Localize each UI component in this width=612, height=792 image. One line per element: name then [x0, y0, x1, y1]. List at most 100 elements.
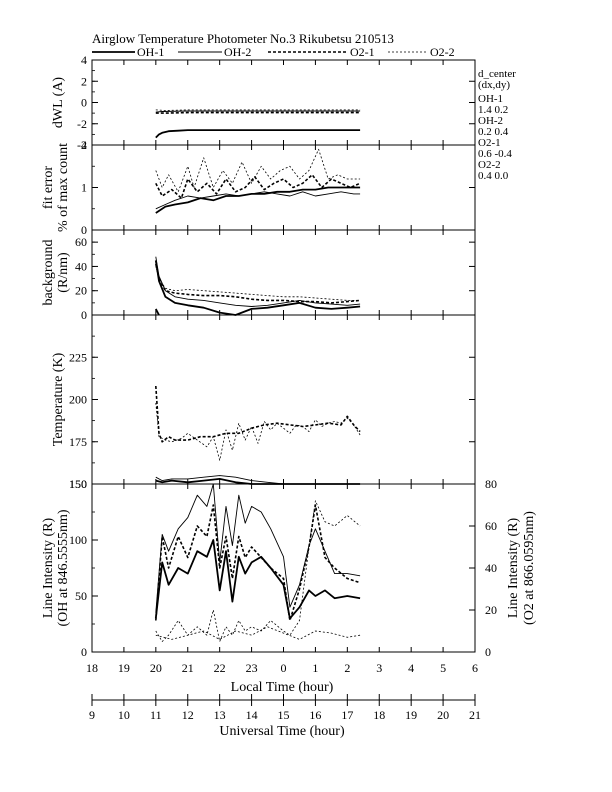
series-line-oh-2: [155, 483, 361, 613]
side-entry-name: OH-2: [478, 115, 503, 127]
panel-temperature: 225 200 175 150 Temperature (K): [51, 314, 476, 491]
universal-time-axis: 9 10 11 12 13 14 15 16 17 18 19 20 21: [89, 694, 481, 722]
local-tick-label: 0: [281, 661, 287, 675]
local-tick-label: 21: [182, 661, 194, 675]
series-line-o2-2: [155, 626, 361, 640]
panel-frame: [91, 229, 476, 316]
series-line-oh-2: [155, 110, 361, 113]
local-tick-label: 18: [86, 661, 98, 675]
local-tick-label: 1: [312, 661, 318, 675]
y-axis-label-2: (R/nm): [56, 252, 71, 293]
universal-time-label: Universal Time (hour): [219, 724, 345, 739]
local-tick-label: 2: [344, 661, 350, 675]
series-line-oh-1: [155, 186, 361, 214]
side-entry-name: O2-1: [478, 137, 501, 149]
series-line-o2-2: [155, 109, 361, 111]
ut-tick-label: 17: [341, 708, 353, 722]
series-line-o2-2: [155, 402, 361, 461]
y-tick-label: 40: [75, 259, 87, 273]
series-line-oh-2: [155, 256, 361, 307]
local-tick-label: 23: [246, 661, 258, 675]
y-tick-label: 60: [75, 235, 87, 249]
y-tick-label: 20: [75, 284, 87, 298]
series-line-o2-2: [155, 500, 361, 642]
y-axis-label: background: [41, 239, 56, 305]
y-axis-label: fit error: [41, 166, 56, 209]
ut-tick-label: 19: [405, 708, 417, 722]
series-line-oh-2: [155, 191, 361, 210]
y-axis-label-right-2: (O2 at 866.0595nm): [522, 511, 537, 625]
legend-label: O2-2: [430, 45, 455, 59]
side-header: d_center: [478, 68, 516, 80]
series-line-o2-1: [155, 504, 361, 622]
side-entry-value: 0.4 0.0: [478, 170, 509, 182]
y-tick-label-right: 80: [485, 477, 497, 491]
series-line-o2-1: [155, 263, 361, 304]
y-tick-label: -2: [77, 117, 87, 131]
y-axis-label-2: % of max count: [56, 143, 71, 232]
series-line-o2-1: [155, 111, 361, 114]
y-tick-label: 2: [81, 74, 87, 88]
y-tick-label: 0: [81, 645, 87, 659]
ut-tick-label: 16: [309, 708, 321, 722]
local-tick-label: 19: [118, 661, 130, 675]
local-tick-label: 22: [214, 661, 226, 675]
ut-tick-label: 20: [437, 708, 449, 722]
side-entry-value: 0.2 0.4: [478, 126, 509, 138]
local-tick-label: 5: [440, 661, 446, 675]
ut-tick-label: 11: [150, 708, 162, 722]
ut-tick-label: 12: [182, 708, 194, 722]
y-tick-label-right: 60: [485, 519, 497, 533]
panel-frame: [91, 314, 476, 485]
y-tick-label: 50: [75, 589, 87, 603]
panel-frame: [91, 59, 476, 146]
panel-dwl: 4 2 0 -2 -4 dWL (A): [51, 53, 476, 152]
y-tick-label: 0: [81, 96, 87, 110]
series-line-oh-1: [155, 129, 361, 139]
y-axis-label: Line Intensity (R): [41, 518, 56, 619]
ut-tick-label: 18: [373, 708, 385, 722]
ut-tick-label: 14: [246, 708, 258, 722]
y-tick-label: 1: [81, 181, 87, 195]
y-axis-label: dWL (A): [51, 77, 66, 129]
ut-tick-label: 13: [214, 708, 226, 722]
side-entry-name: O2-2: [478, 159, 501, 171]
side-entry-value: 0.6 -0.4: [478, 148, 512, 160]
legend: OH-1 OH-2 O2-1 O2-2: [92, 45, 455, 59]
ut-tick-label: 9: [89, 708, 95, 722]
y-tick-label: 4: [81, 53, 87, 67]
series-line-oh-1: [154, 539, 361, 620]
local-tick-label: 4: [408, 661, 414, 675]
local-time-label: Local Time (hour): [231, 680, 334, 695]
y-axis-label-2: (OH at 846.5555nm): [56, 509, 71, 626]
side-entry-value: 1.4 0.2: [478, 104, 508, 116]
local-tick-label: 6: [472, 661, 478, 675]
side-annotation: d_center(dx,dy)OH-11.4 0.2OH-20.2 0.4O2-…: [478, 68, 516, 182]
y-tick-label: 2: [81, 138, 87, 152]
legend-label: OH-1: [137, 45, 164, 59]
series-line-o2-2: [155, 266, 361, 301]
y-tick-label: -4: [77, 138, 87, 152]
panel-background: 60 40 20 0 background (R/nm): [41, 229, 476, 322]
legend-label: OH-2: [224, 45, 251, 59]
legend-label: O2-1: [350, 45, 375, 59]
figure-title: Airglow Temperature Photometer No.3 Riku…: [92, 31, 394, 46]
y-tick-label: 150: [69, 477, 87, 491]
y-tick-label: 0: [81, 223, 87, 237]
side-entry-name: OH-1: [478, 93, 503, 105]
ut-tick-label: 21: [469, 708, 481, 722]
y-tick-label: 150: [69, 477, 87, 491]
y-tick-label: 225: [69, 350, 87, 364]
ut-tick-label: 15: [278, 708, 290, 722]
local-time-axis: 18 19 20 21 22 23 0 1 2 3 4 5 6: [86, 661, 478, 675]
local-tick-label: 3: [376, 661, 382, 675]
y-axis-label-right: Line Intensity (R): [506, 518, 521, 619]
y-tick-label-right: 20: [485, 603, 497, 617]
y-tick-label: 0: [81, 308, 87, 322]
y-tick-label: 200: [69, 393, 87, 407]
local-tick-label: 20: [150, 661, 162, 675]
y-tick-label-right: 0: [485, 645, 491, 659]
